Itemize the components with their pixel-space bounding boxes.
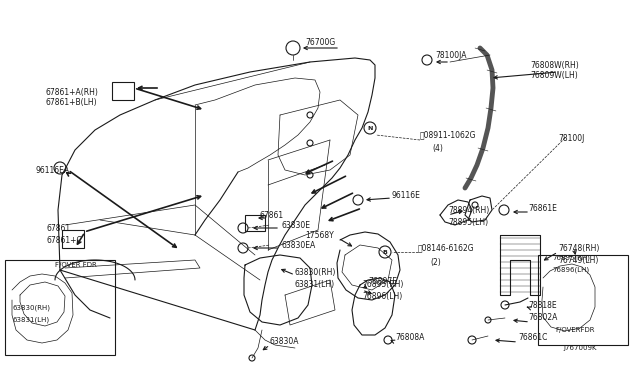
- Text: N: N: [367, 125, 372, 131]
- Text: 67861+C: 67861+C: [46, 235, 82, 244]
- Text: 67861: 67861: [46, 224, 70, 232]
- Text: 76808A: 76808A: [395, 334, 424, 343]
- Text: F/OVER FDR: F/OVER FDR: [55, 262, 97, 268]
- Text: 96116EA: 96116EA: [35, 166, 69, 174]
- Text: 76896(LH): 76896(LH): [552, 267, 589, 273]
- Text: 76802A: 76802A: [528, 314, 557, 323]
- Text: J767009K: J767009K: [563, 345, 596, 351]
- Text: (4): (4): [432, 144, 443, 153]
- Text: 78894(RH): 78894(RH): [448, 205, 489, 215]
- Text: Ⓑ08146-6162G: Ⓑ08146-6162G: [418, 244, 475, 253]
- Bar: [245, 215, 265, 231]
- Text: 78100JA: 78100JA: [435, 51, 467, 60]
- Text: 76895(RH): 76895(RH): [362, 280, 403, 289]
- Text: 17568Y: 17568Y: [305, 231, 333, 240]
- Text: 76809W(LH): 76809W(LH): [530, 71, 578, 80]
- Text: 96116E: 96116E: [392, 190, 421, 199]
- Text: 78818E: 78818E: [528, 301, 557, 310]
- Text: 63831(LH): 63831(LH): [12, 317, 49, 323]
- Text: 78100J: 78100J: [558, 134, 584, 142]
- Text: 63830(RH): 63830(RH): [12, 305, 50, 311]
- Text: 76897E: 76897E: [368, 278, 397, 286]
- Text: 67861+A(RH): 67861+A(RH): [45, 87, 98, 96]
- Text: B: B: [383, 250, 387, 254]
- Text: 67861+B(LH): 67861+B(LH): [45, 97, 97, 106]
- Text: F/OVERFDR: F/OVERFDR: [555, 327, 595, 333]
- Text: 63830EA: 63830EA: [282, 241, 316, 250]
- Text: 63831(LH): 63831(LH): [295, 279, 335, 289]
- Text: 76748(RH): 76748(RH): [558, 244, 600, 253]
- Bar: [5, 260, 115, 355]
- Text: 63830E: 63830E: [282, 221, 311, 230]
- Text: 76895(RH): 76895(RH): [552, 255, 590, 261]
- Text: 76808W(RH): 76808W(RH): [530, 61, 579, 70]
- Text: 76700G: 76700G: [305, 38, 335, 46]
- Text: 63830A: 63830A: [270, 337, 300, 346]
- Text: 76861E: 76861E: [528, 203, 557, 212]
- Text: 76749(LH): 76749(LH): [558, 256, 598, 264]
- Text: ⓝ08911-1062G: ⓝ08911-1062G: [420, 131, 477, 140]
- Bar: [112, 82, 134, 100]
- Text: 76896(LH): 76896(LH): [362, 292, 403, 301]
- Text: (2): (2): [430, 257, 441, 266]
- Bar: [538, 255, 628, 345]
- Bar: [62, 230, 84, 248]
- Text: 67861: 67861: [260, 211, 284, 219]
- Text: 78895(LH): 78895(LH): [448, 218, 488, 227]
- Text: 63830(RH): 63830(RH): [295, 267, 337, 276]
- Text: 76861C: 76861C: [518, 334, 547, 343]
